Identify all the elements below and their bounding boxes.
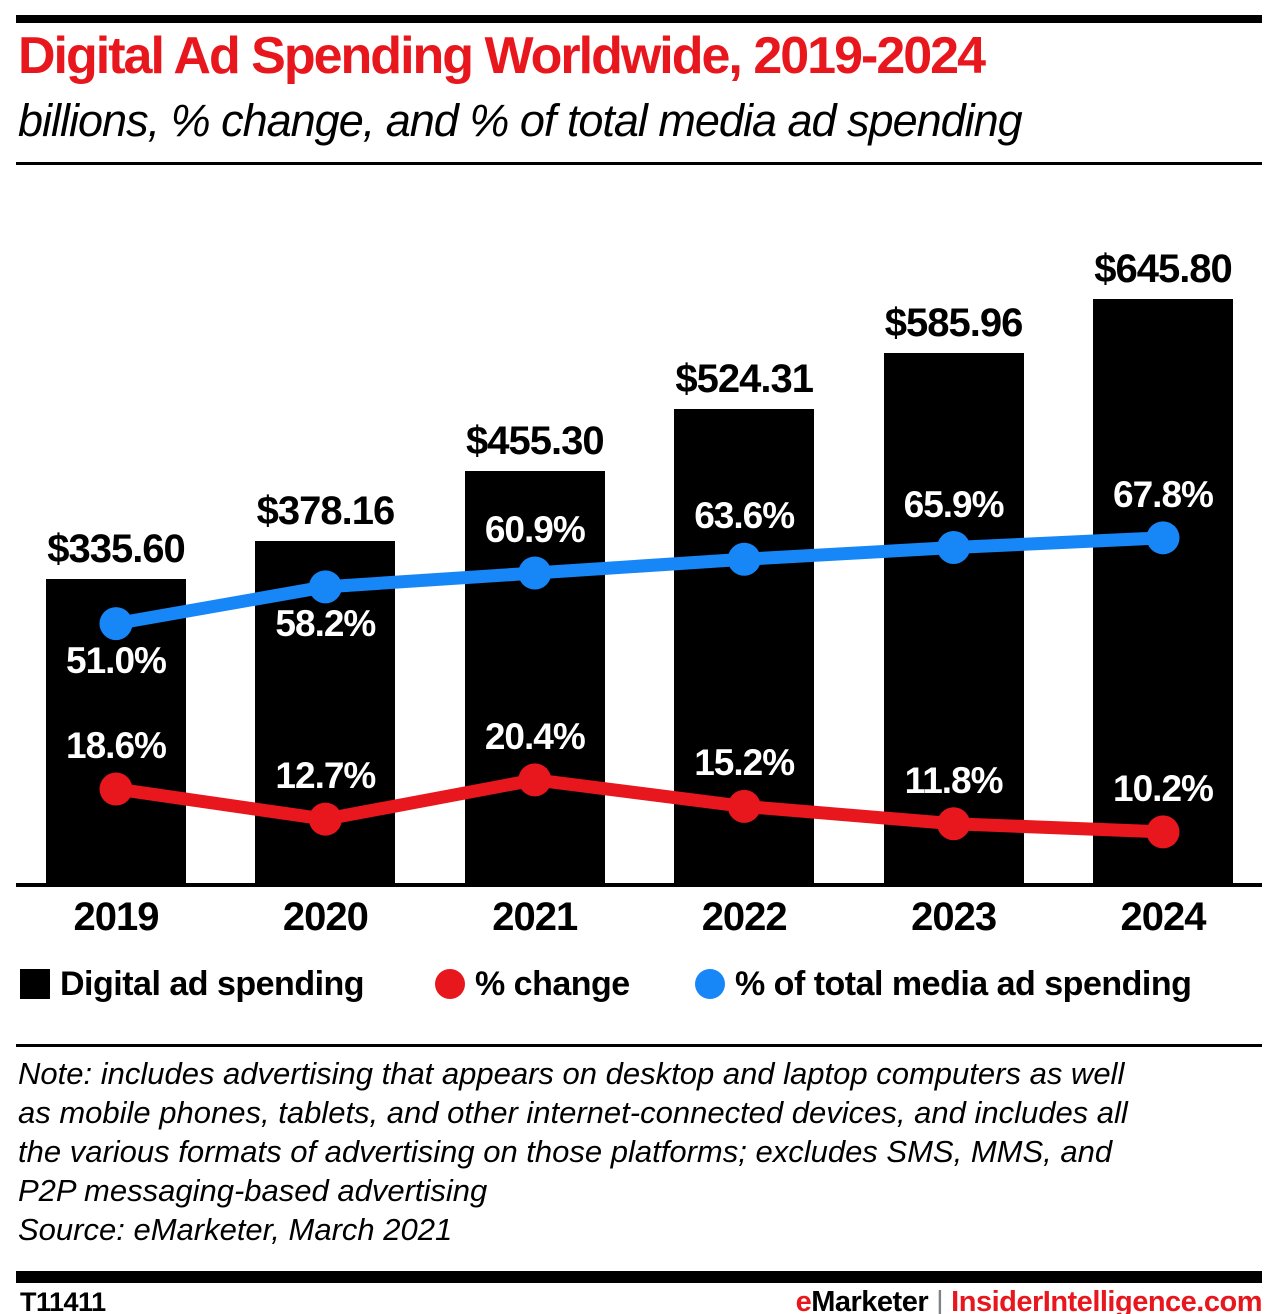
brand-emarketer-e: e — [795, 1286, 812, 1314]
note-line: P2P messaging-based advertising — [18, 1173, 488, 1208]
pct-of-total-point-2019 — [99, 607, 133, 641]
pct-change-label-2020: 12.7% — [275, 755, 376, 797]
bar-value-label-2022: $524.31 — [675, 356, 814, 401]
legend-item-pct-of-total: % of total media ad spending — [695, 960, 1192, 1008]
pct-of-total-point-2023 — [937, 531, 971, 565]
bottom-accent-bar — [16, 1271, 1262, 1283]
top-accent-bar — [16, 15, 1262, 23]
bar-value-label-2023: $585.96 — [884, 300, 1024, 345]
brand-footer: eMarketer | InsiderIntelligence.com — [795, 1286, 1263, 1314]
digital-ad-spending-swatch — [20, 969, 50, 999]
pct-of-total-line — [109, 531, 1170, 631]
pct-change-point-2019 — [99, 772, 133, 806]
x-tick-2022: 2022 — [701, 895, 788, 939]
brand-emarketer-rest: Marketer — [811, 1286, 929, 1314]
note-line: as mobile phones, tablets, and other int… — [18, 1095, 1128, 1130]
pct-change-line — [109, 773, 1170, 839]
pct-of-total-swatch — [695, 969, 725, 999]
x-tick-2024: 2024 — [1120, 895, 1207, 939]
line-series-layer — [99, 521, 1180, 849]
pct-of-total-label-2020: 58.2% — [275, 602, 376, 644]
pct-change-point-2023 — [937, 807, 971, 841]
bar-value-label-2024: $645.80 — [1094, 246, 1233, 291]
source-text: Source: eMarketer, March 2021 — [18, 1212, 453, 1247]
pct-change-point-2024 — [1146, 815, 1180, 849]
pct-of-total-label-2022: 63.6% — [694, 495, 795, 537]
chart-title: Digital Ad Spending Worldwide, 2019-2024 — [18, 27, 986, 85]
legend-label: Digital ad spending — [60, 964, 365, 1003]
legend-item-digital-ad-spending: Digital ad spending — [20, 960, 365, 1008]
pct-change-swatch — [435, 969, 465, 999]
pct-change-point-2022 — [727, 789, 761, 823]
x-tick-2023: 2023 — [911, 895, 997, 939]
note-block: Note: includes advertising that appears … — [18, 1054, 1264, 1249]
pct-change-point-2020 — [308, 802, 342, 836]
note-divider — [16, 1044, 1262, 1047]
bar-2024 — [1093, 298, 1233, 883]
pct-of-total-point-2024 — [1146, 521, 1180, 555]
pct-of-total-point-2020 — [308, 570, 342, 604]
pct-of-total-label-2023: 65.9% — [903, 483, 1005, 525]
legend-label: % of total media ad spending — [735, 964, 1192, 1003]
chart-id: T11411 — [20, 1287, 106, 1314]
pct-of-total-label-2019: 51.0% — [66, 639, 167, 681]
pct-of-total-label-2024: 67.8% — [1113, 473, 1214, 515]
x-axis-line — [16, 883, 1262, 887]
brand-separator: | — [936, 1286, 944, 1314]
x-tick-2021: 2021 — [492, 895, 578, 939]
pct-change-label-2023: 11.8% — [904, 759, 1004, 801]
pct-of-total-label-2021: 60.9% — [484, 509, 586, 551]
note-line: the various formats of advertising on th… — [18, 1134, 1113, 1169]
legend-item-pct-change: % change — [435, 960, 630, 1008]
bar-2021 — [464, 470, 605, 883]
pct-change-label-2022: 15.2% — [694, 742, 795, 784]
x-tick-2019: 2019 — [73, 895, 160, 939]
pct-change-label-2019: 18.6% — [66, 725, 167, 767]
pct-of-total-point-2022 — [727, 542, 761, 576]
note-line: Note: includes advertising that appears … — [18, 1056, 1125, 1091]
chart-subtitle: billions, % change, and % of total media… — [18, 95, 1023, 146]
pct-change-label-2021: 20.4% — [484, 715, 586, 757]
brand-site-link: InsiderIntelligence.com — [951, 1286, 1262, 1314]
x-tick-2020: 2020 — [282, 895, 369, 939]
note-text: Note: includes advertising that appears … — [18, 1054, 1264, 1210]
chart-plot-area: $335.60 2019 18.6% 51.0% $378.16 2020 12.7% 58.… — [0, 175, 1280, 940]
bar-value-label-2019: $335.60 — [47, 527, 186, 572]
pct-of-total-point-2021 — [518, 556, 552, 590]
pct-change-label-2024: 10.2% — [1113, 767, 1214, 809]
bar-2023 — [883, 352, 1024, 883]
legend-label: % change — [475, 964, 630, 1003]
pct-change-point-2021 — [518, 763, 552, 797]
header-divider — [16, 162, 1262, 165]
bar-value-label-2021: $455.30 — [466, 418, 605, 463]
bar-value-label-2020: $378.16 — [256, 488, 396, 533]
